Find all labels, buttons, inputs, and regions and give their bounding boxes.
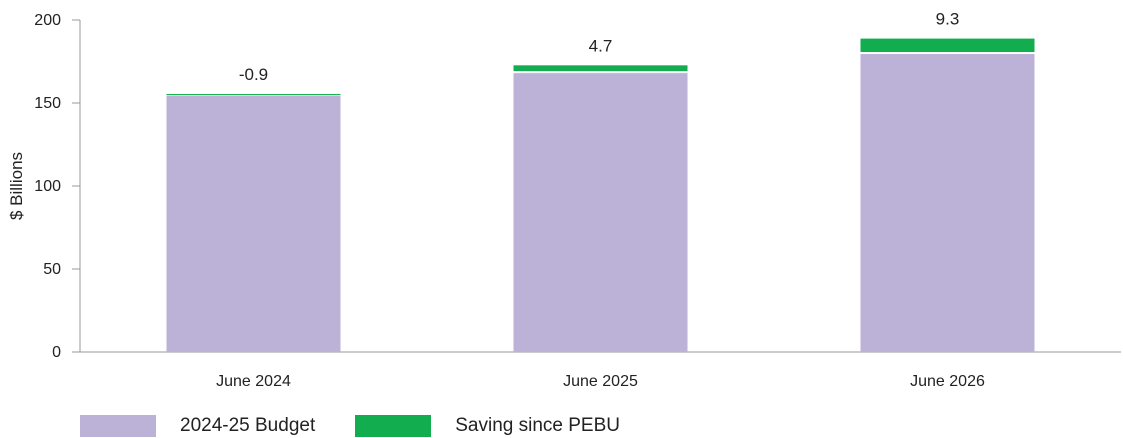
- legend-item-budget: 2024-25 Budget: [80, 415, 315, 437]
- x-category-label: June 2025: [563, 373, 638, 390]
- legend-swatch-saving: [355, 415, 432, 437]
- legend-label-budget: 2024-25 Budget: [180, 415, 316, 436]
- bar-data-label: 9.3: [936, 10, 960, 29]
- legend-item-saving: Saving since PEBU: [355, 415, 620, 437]
- y-axis-title: $ Billions: [7, 152, 26, 220]
- legend-swatch-budget: [80, 415, 156, 437]
- bar-data-label: -0.9: [239, 65, 268, 84]
- y-tick-label: 0: [52, 344, 61, 361]
- category-labels: June 2024 June 2025 June 2026: [216, 373, 985, 390]
- bar-data-label: 4.7: [589, 36, 613, 55]
- y-tick-label: 150: [34, 95, 61, 112]
- legend: 2024-25 Budget Saving since PEBU: [80, 414, 660, 438]
- bar-budget-1: [166, 95, 341, 352]
- y-tick-label: 200: [34, 12, 61, 29]
- legend-label-saving: Saving since PEBU: [455, 415, 620, 436]
- data-labels: -0.9 4.7 9.3: [239, 10, 959, 84]
- y-tick-label: 50: [43, 261, 61, 278]
- y-tick-label: 100: [34, 178, 61, 195]
- x-category-label: June 2024: [216, 373, 291, 390]
- x-category-label: June 2026: [910, 373, 985, 390]
- bars: [166, 38, 1035, 353]
- bar-saving-3: [860, 38, 1035, 53]
- bar-saving-1: [166, 94, 341, 96]
- bar-budget-2: [513, 73, 688, 353]
- bar-saving-2: [513, 65, 688, 72]
- bar-budget-3: [860, 54, 1035, 352]
